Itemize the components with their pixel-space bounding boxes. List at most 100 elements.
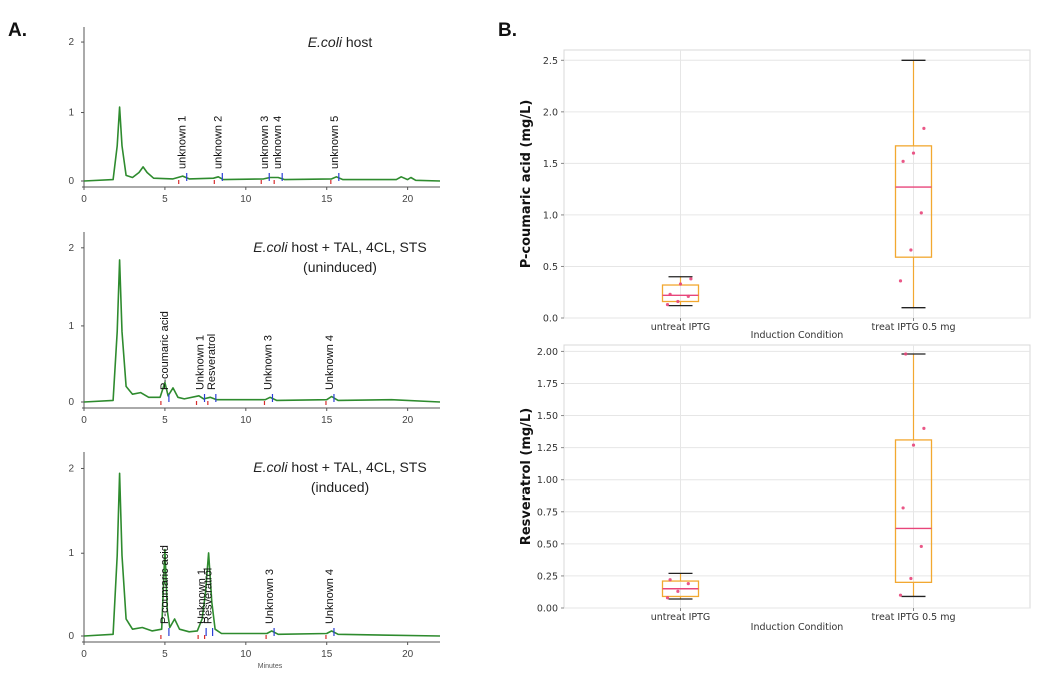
- y-tick-label: 1.00: [537, 475, 558, 486]
- peak-label: Unknown 4: [324, 335, 336, 390]
- y-tick-label: 1.5: [543, 159, 558, 170]
- boxplot-2: 0.00 0.25 0.50 0.75 1.00 1.25 1.50 1.75 2.00 untr…: [519, 344, 1031, 633]
- data-point: [686, 294, 690, 298]
- peak-label: Resveratrol: [206, 334, 218, 390]
- x-axis-label: Minutes: [258, 663, 283, 670]
- data-point: [676, 589, 680, 593]
- y-tick-label: 2.00: [537, 347, 558, 358]
- data-point: [909, 248, 913, 252]
- peak-label: unknown 5: [329, 116, 341, 169]
- data-point: [919, 544, 923, 549]
- peak-label: unknown 2: [212, 116, 224, 169]
- y-tick-label: 0.00: [537, 604, 558, 615]
- chromatogram-trace: [83, 259, 441, 403]
- title-rest-part: host + TAL, 4CL, STS: [288, 459, 427, 475]
- peak-label: Unknown 1: [195, 335, 207, 390]
- chromatogram-subtitle: (uninduced): [303, 259, 377, 275]
- plot-area: [563, 49, 1031, 319]
- data-point: [898, 279, 903, 283]
- y-tick-label: 2: [68, 243, 74, 254]
- data-point: [911, 151, 916, 155]
- x-tick-label: 15: [321, 649, 333, 660]
- data-point: [901, 506, 905, 510]
- y-tick-label: 2.5: [543, 56, 558, 67]
- boxplot-1: 0.0 0.5 1.0 1.5 2.0 2.5 untreat IPTG treat IPTG…: [519, 49, 1031, 341]
- chromatogram-trace: [83, 472, 441, 637]
- panel-a-letter: A.: [8, 20, 27, 41]
- y-tick-label: 1: [68, 321, 74, 332]
- boxplot-panel: 0.0 0.5 1.0 1.5 2.0 2.5 untreat IPTG treat IPTG…: [519, 49, 1031, 633]
- chromatogram-title: E.coli host: [308, 34, 373, 50]
- x-tick-label: 0: [81, 649, 87, 660]
- title-italic-part: E.coli: [308, 34, 343, 50]
- x-tick-label: 10: [240, 649, 252, 660]
- data-point: [919, 211, 923, 215]
- title-italic-part: E.coli: [253, 239, 288, 255]
- y-axis-label: Resveratrol (mg/L): [519, 408, 534, 545]
- chromatogram-title: E.coli host + TAL, 4CL, STS: [253, 239, 426, 255]
- x-tick-label: 10: [240, 415, 252, 426]
- x-tick-label: 0: [81, 194, 87, 205]
- x-tick-label: 15: [321, 415, 333, 426]
- panel-b-letter: B.: [498, 20, 517, 41]
- y-axis-label: P-coumaric acid (mg/L): [519, 100, 534, 269]
- peak-label: Resveratrol: [203, 568, 215, 624]
- y-tick-label: 2: [68, 37, 74, 48]
- y-tick-label: 0.0: [543, 314, 558, 325]
- y-tick-label: 1: [68, 548, 74, 559]
- peak-label: Unknown 4: [324, 569, 336, 624]
- data-point: [922, 426, 926, 430]
- data-point: [904, 352, 908, 356]
- peak-label: unknown 4: [272, 116, 284, 169]
- peak-label: Unknown 3: [262, 335, 274, 390]
- x-tick-label: 5: [162, 415, 168, 426]
- y-tick-label: 0.25: [537, 571, 558, 582]
- peak-label: Unknown 3: [264, 569, 276, 624]
- x-tick-label: 15: [321, 194, 333, 205]
- title-rest-part: host: [342, 34, 372, 50]
- y-tick-label: 0: [68, 176, 74, 187]
- chromatogram-subtitle: (induced): [311, 479, 369, 495]
- peak-label: P-coumaric acid: [159, 311, 171, 390]
- chromatogram-title: E.coli host + TAL, 4CL, STS: [253, 459, 426, 475]
- data-point: [668, 578, 672, 582]
- peak-label: unknown 3: [259, 116, 271, 169]
- chromatogram-trace: [83, 106, 441, 182]
- y-tick-label: 0.75: [537, 507, 558, 518]
- y-tick-label: 2: [68, 463, 74, 474]
- y-tick-label: 1: [68, 108, 74, 119]
- y-tick-label: 1.75: [537, 379, 558, 390]
- y-tick-label: 0.50: [537, 539, 558, 550]
- data-point: [665, 303, 670, 307]
- title-italic-part: E.coli: [253, 459, 288, 475]
- data-point: [909, 576, 913, 581]
- peak-label: Unknown 1: [196, 569, 208, 624]
- x-tick-label: treat IPTG 0.5 mg: [872, 322, 956, 333]
- x-tick-label: 10: [240, 194, 252, 205]
- y-tick-label: 2.0: [543, 107, 558, 118]
- y-tick-label: 0: [68, 631, 74, 642]
- x-tick-label: 5: [162, 194, 168, 205]
- data-point: [686, 582, 690, 586]
- data-point: [668, 292, 672, 296]
- box-iqr: [894, 439, 933, 583]
- data-point: [676, 299, 680, 304]
- x-tick-label: 20: [402, 194, 414, 205]
- x-tick-label: treat IPTG 0.5 mg: [872, 612, 956, 623]
- y-tick-label: 1.25: [537, 443, 558, 454]
- data-point: [922, 126, 926, 130]
- data-point: [665, 596, 670, 600]
- x-axis-label: Induction Condition: [751, 330, 844, 341]
- x-tick-label: 20: [402, 649, 414, 660]
- plot-area: [563, 344, 1031, 609]
- x-tick-label: 5: [162, 649, 168, 660]
- peak-label: P-coumaric acid: [159, 545, 171, 624]
- x-tick-label: untreat IPTG: [651, 612, 711, 623]
- data-point: [901, 159, 905, 163]
- y-tick-label: 0: [68, 397, 74, 408]
- x-tick-label: 20: [402, 415, 414, 426]
- y-tick-label: 1.0: [543, 210, 558, 221]
